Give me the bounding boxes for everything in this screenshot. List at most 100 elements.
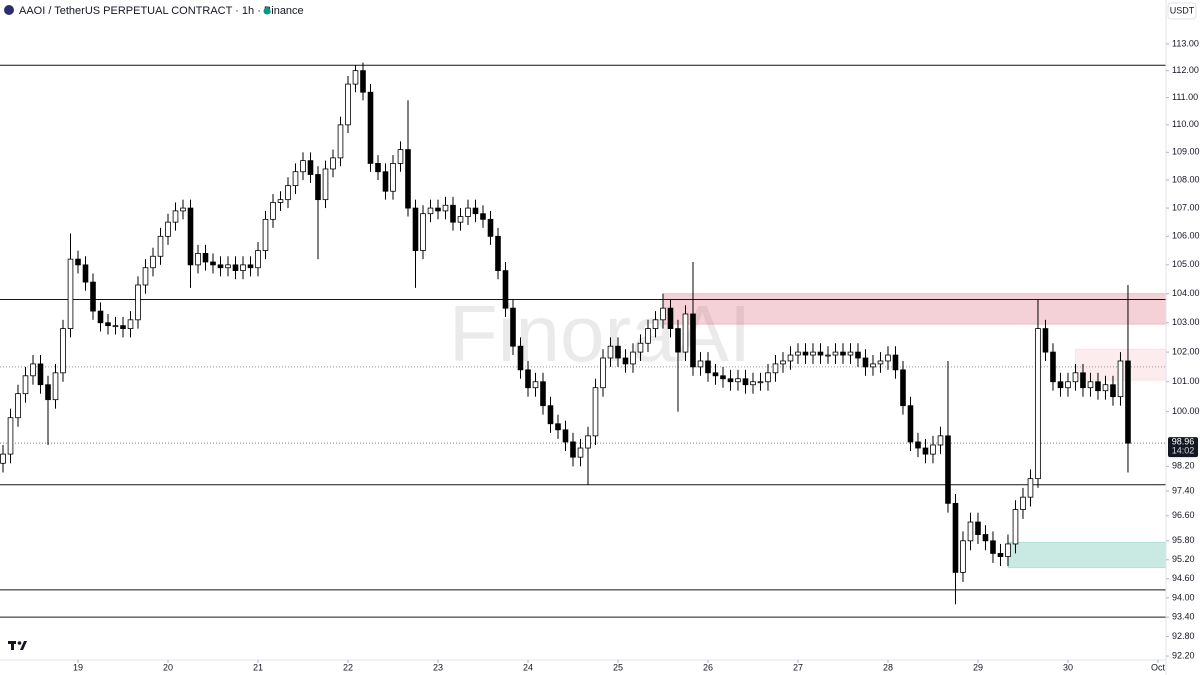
candle-body bbox=[525, 369, 531, 389]
candle-body bbox=[360, 70, 366, 93]
candle-body bbox=[645, 328, 651, 344]
y-tick-label: 111.00 bbox=[1172, 92, 1198, 102]
candle-body bbox=[157, 235, 164, 257]
currency-box[interactable] bbox=[1167, 2, 1197, 20]
candle-body bbox=[22, 375, 29, 395]
zone bbox=[662, 293, 1167, 325]
x-tick-label: 23 bbox=[433, 662, 443, 672]
candle-body bbox=[975, 521, 981, 535]
candle-body bbox=[600, 357, 606, 389]
candle-body bbox=[172, 210, 179, 223]
countdown: 14:02 bbox=[1172, 446, 1195, 456]
candle-body bbox=[1065, 381, 1071, 389]
candle-body bbox=[405, 149, 411, 209]
y-tick-label: 107.00 bbox=[1172, 202, 1200, 212]
candle-body bbox=[1072, 372, 1079, 383]
candle-body bbox=[825, 354, 831, 357]
candle-body bbox=[622, 357, 629, 365]
x-tick-label: 29 bbox=[973, 662, 983, 672]
candle-body bbox=[382, 171, 389, 192]
candle-body bbox=[277, 199, 284, 203]
candle-body bbox=[862, 357, 869, 368]
candle-body bbox=[570, 441, 576, 458]
candle-body bbox=[712, 372, 719, 377]
candle-body bbox=[855, 351, 861, 359]
candle-body bbox=[397, 149, 404, 164]
candle-body bbox=[1035, 328, 1041, 480]
candle-body bbox=[352, 70, 359, 85]
candle-body bbox=[322, 168, 329, 201]
x-tick-label: Oct bbox=[1151, 662, 1166, 672]
x-tick-label: 30 bbox=[1063, 662, 1073, 672]
candle-body bbox=[202, 253, 209, 263]
y-tick-label: 95.80 bbox=[1172, 535, 1195, 545]
candle-body bbox=[540, 381, 546, 407]
candle-body bbox=[427, 207, 434, 215]
candle-body bbox=[1005, 543, 1011, 557]
candle-body bbox=[907, 405, 914, 443]
y-tick-label: 108.00 bbox=[1172, 174, 1200, 184]
candle-body bbox=[7, 417, 14, 455]
chart-title[interactable]: AAOI / TetherUS PERPETUAL CONTRACT · 1h … bbox=[19, 5, 304, 17]
candle-body bbox=[0, 453, 6, 464]
y-tick-label: 105.00 bbox=[1172, 259, 1200, 269]
candle-body bbox=[150, 255, 156, 269]
candle-body bbox=[457, 216, 464, 223]
candle-body bbox=[187, 207, 194, 266]
candle-body bbox=[960, 540, 966, 573]
candle-body bbox=[247, 264, 254, 269]
candle-body bbox=[37, 363, 44, 386]
candle-body bbox=[510, 307, 516, 347]
candle-body bbox=[870, 363, 876, 368]
candle-body bbox=[757, 381, 764, 384]
candle-body bbox=[330, 157, 336, 170]
x-tick-label: 25 bbox=[613, 662, 623, 672]
y-tick-label: 92.20 bbox=[1172, 650, 1195, 660]
candle-body bbox=[802, 351, 809, 356]
y-tick-label: 97.40 bbox=[1172, 485, 1195, 495]
candle-body bbox=[30, 363, 36, 377]
candle-body bbox=[615, 345, 621, 359]
candle-body bbox=[1050, 351, 1056, 383]
candle-body bbox=[472, 207, 479, 215]
x-tick-label: 22 bbox=[343, 662, 353, 672]
candle-body bbox=[690, 313, 696, 368]
candle-body bbox=[300, 160, 306, 173]
y-tick-label: 100.00 bbox=[1172, 406, 1200, 416]
candle-body bbox=[255, 250, 261, 269]
candle-body bbox=[112, 325, 119, 328]
candle-body bbox=[967, 521, 974, 542]
x-tick-label: 21 bbox=[253, 662, 263, 672]
candle-body bbox=[210, 261, 216, 266]
candle-body bbox=[952, 502, 959, 573]
tv-logo bbox=[8, 641, 27, 650]
candle-body bbox=[577, 447, 584, 458]
candle-body bbox=[735, 378, 741, 383]
candle-body bbox=[547, 405, 554, 425]
candle-body bbox=[720, 375, 726, 380]
candle-body bbox=[1027, 478, 1034, 498]
candle-body bbox=[412, 207, 419, 251]
zone bbox=[1007, 541, 1167, 569]
y-tick-label: 94.60 bbox=[1172, 573, 1195, 583]
candle-body bbox=[480, 213, 486, 220]
last-price-label: 98.96 bbox=[1172, 437, 1195, 447]
candle-body bbox=[495, 235, 501, 271]
candle-body bbox=[292, 171, 299, 187]
candle-body bbox=[165, 221, 171, 237]
candle-body bbox=[795, 351, 801, 356]
candle-body bbox=[45, 384, 51, 401]
y-tick-label: 92.80 bbox=[1172, 631, 1195, 641]
candle-body bbox=[705, 360, 711, 374]
candle-body bbox=[60, 328, 66, 374]
candle-body bbox=[682, 313, 689, 353]
candle-body bbox=[810, 351, 816, 356]
candle-body bbox=[675, 328, 681, 353]
y-tick-label: 103.00 bbox=[1172, 317, 1200, 327]
candle-body bbox=[442, 204, 449, 212]
candle-body bbox=[765, 372, 771, 383]
candle-body bbox=[1102, 384, 1109, 392]
candle-body bbox=[315, 174, 321, 201]
y-tick-label: 98.20 bbox=[1172, 461, 1195, 471]
